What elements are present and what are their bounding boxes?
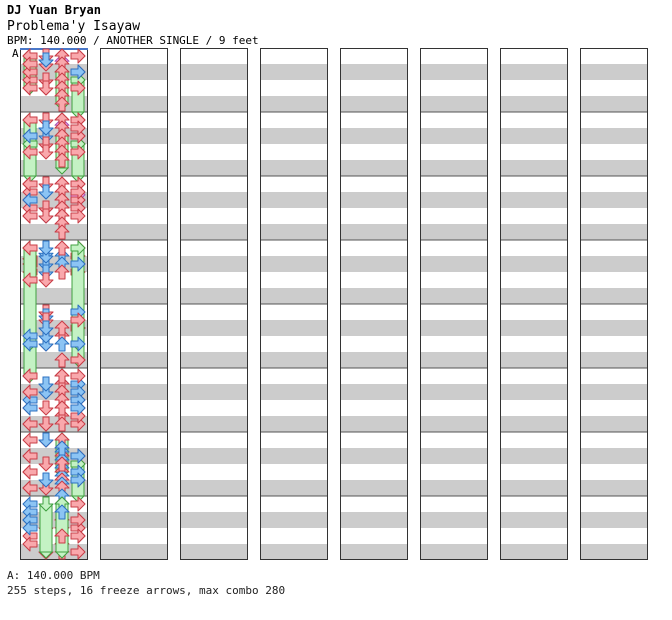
chart-column xyxy=(260,48,328,560)
arrow-left xyxy=(22,272,38,288)
section-marker: A xyxy=(12,47,19,60)
arrow-left xyxy=(22,384,38,400)
chart-meta: BPM: 140.000 / ANOTHER SINGLE / 9 feet xyxy=(7,34,259,47)
arrow-left xyxy=(22,536,38,552)
arrow-up xyxy=(54,240,70,256)
arrow-left xyxy=(22,208,38,224)
arrow-left xyxy=(22,368,38,384)
arrow-down xyxy=(38,240,54,256)
song-title: Problema'y Isayaw xyxy=(7,19,141,34)
arrow-right xyxy=(70,184,86,200)
arrow-up xyxy=(54,456,70,472)
arrow-up xyxy=(54,504,70,520)
arrow-right xyxy=(70,120,86,136)
arrow-right xyxy=(70,208,86,224)
arrow-up xyxy=(54,440,70,456)
arrow-down xyxy=(38,272,54,288)
arrow-right xyxy=(70,144,86,160)
arrow-down xyxy=(38,52,54,68)
arrow-left xyxy=(22,112,38,128)
bpm-line: A: 140.000 BPM xyxy=(7,569,100,582)
chart-column xyxy=(180,48,248,560)
arrow-left xyxy=(22,448,38,464)
arrow-left xyxy=(22,336,38,352)
arrow-up xyxy=(54,320,70,336)
arrow-up xyxy=(54,416,70,432)
arrow-right xyxy=(70,312,86,328)
arrow-right xyxy=(70,64,86,80)
arrow-left xyxy=(22,128,38,144)
arrow-down xyxy=(38,472,54,488)
arrow-right xyxy=(70,528,86,544)
arrow-down xyxy=(38,400,54,416)
arrow-right xyxy=(70,544,86,560)
arrow-up xyxy=(54,224,70,240)
arrow-right xyxy=(70,400,86,416)
arrow-left xyxy=(22,520,38,536)
arrow-up xyxy=(54,400,70,416)
arrow-down xyxy=(38,120,54,136)
arrow-left xyxy=(22,56,38,72)
arrow-right xyxy=(70,336,86,352)
arrow-left xyxy=(22,464,38,480)
chart-column xyxy=(420,48,488,560)
arrow-right xyxy=(70,352,86,368)
arrow-left xyxy=(22,240,38,256)
arrow-left xyxy=(22,176,38,192)
arrow-up xyxy=(54,96,70,112)
arrow-up xyxy=(54,152,70,168)
arrow-down xyxy=(38,184,54,200)
arrow-right xyxy=(70,448,86,464)
arrow-down xyxy=(38,376,54,392)
artist-name: DJ Yuan Bryan xyxy=(7,3,101,17)
arrow-right xyxy=(70,80,86,96)
arrow-right xyxy=(70,496,86,512)
chart-column xyxy=(580,48,648,560)
arrow-right xyxy=(70,512,86,528)
arrow-down xyxy=(38,144,54,160)
chart-column xyxy=(100,48,168,560)
arrow-left xyxy=(22,80,38,96)
arrow-down xyxy=(38,80,54,96)
arrow-down xyxy=(38,320,54,336)
arrow-right xyxy=(70,472,86,488)
arrow-up xyxy=(54,352,70,368)
arrow-up xyxy=(54,336,70,352)
arrow-down xyxy=(38,416,54,432)
arrow-down xyxy=(38,456,54,472)
arrow-down xyxy=(38,208,54,224)
arrow-up xyxy=(54,528,70,544)
arrow-left xyxy=(22,432,38,448)
arrow-up xyxy=(54,264,70,280)
chart-column xyxy=(500,48,568,560)
arrow-right xyxy=(70,48,86,64)
chart-column xyxy=(340,48,408,560)
arrow-left xyxy=(22,144,38,160)
arrow-up xyxy=(54,368,70,384)
arrow-left xyxy=(22,480,38,496)
arrow-left xyxy=(22,192,38,208)
arrow-right xyxy=(70,256,86,272)
arrow-right xyxy=(70,368,86,384)
arrow-down xyxy=(38,432,54,448)
arrow-down-freeze xyxy=(38,496,54,559)
arrow-left xyxy=(22,416,38,432)
step-stats: 255 steps, 16 freeze arrows, max combo 2… xyxy=(7,584,286,597)
arrow-left xyxy=(22,400,38,416)
